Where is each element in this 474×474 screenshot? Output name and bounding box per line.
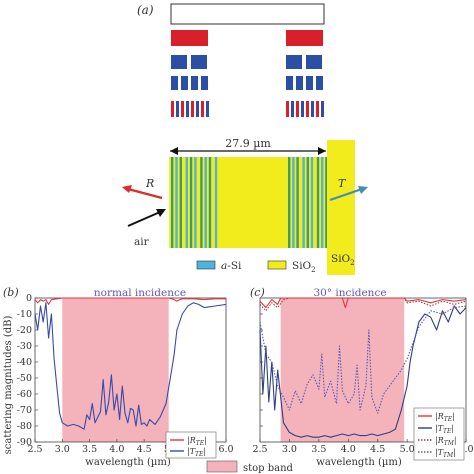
- y-tick-label: -80: [17, 421, 32, 432]
- x-tick-label: 4.5: [137, 444, 152, 455]
- x-tick-label: 6.0: [458, 444, 473, 455]
- substrate-label: SiO2: [331, 253, 355, 267]
- panel-b-xlabel: wavelength (µm): [85, 457, 171, 468]
- y-tick-label: -40: [17, 357, 32, 368]
- panel-c-legend: |RTE| |TTE| |RTM| |TTM|: [413, 407, 465, 461]
- asi-layer: [200, 157, 203, 248]
- asi-layer: [316, 157, 320, 248]
- x-tick-label: 3.0: [282, 444, 297, 455]
- x-tick-label: 3.5: [311, 444, 326, 455]
- panel-c-title: 30° incidence: [313, 287, 386, 299]
- stop-band-label: stop band: [243, 463, 294, 474]
- transmission-label: T: [338, 177, 347, 190]
- x-tick-label: 5.0: [400, 444, 415, 455]
- asi-layer: [175, 157, 178, 248]
- x-tick-label: 4.0: [109, 444, 124, 455]
- sio2-swatch: [267, 260, 287, 270]
- chart-normal-incidence: 2.53.03.54.04.55.05.56.00-10-20-30-40-50…: [17, 293, 234, 455]
- asi-layer: [185, 157, 188, 248]
- stop-band-legend: stop band: [206, 460, 294, 474]
- asi-layer: [292, 157, 295, 248]
- red-block-left: [171, 30, 208, 46]
- asi-layer: [208, 157, 212, 248]
- air-label: air: [134, 236, 150, 248]
- reflection-label: R: [145, 177, 154, 190]
- transmission-arrow: [329, 186, 368, 202]
- series-line-ttm: [259, 305, 467, 414]
- panel-b-ylabel: scattering magnitudes (dB): [3, 316, 14, 455]
- x-tick-label: 3.5: [82, 444, 97, 455]
- legend-c-tte: |TTE|: [435, 424, 454, 435]
- panel-b-title: normal incidence: [94, 287, 186, 299]
- series-line-tte: [34, 302, 227, 430]
- legend-c-ttm: |TTM|: [435, 448, 456, 459]
- legend-b-rte: |RTE|: [187, 436, 207, 447]
- x-tick-label: 4.5: [370, 444, 385, 455]
- asi-layer: [204, 157, 207, 248]
- panel-c-label: (c): [250, 286, 265, 299]
- y-tick-label: -60: [17, 389, 32, 400]
- asi-layer: [288, 157, 291, 248]
- panel-b-legend: |RTE| |TTE|: [165, 431, 217, 459]
- stop-band-region: [280, 298, 405, 442]
- y-tick-label: 0: [26, 293, 32, 304]
- asi-layer: [325, 157, 328, 248]
- sio2-legend-label: SiO2: [292, 260, 316, 274]
- asi-swatch: [196, 260, 216, 270]
- silicon-layers-right: [288, 157, 328, 248]
- blue-blocks-row1: [171, 55, 322, 69]
- stop-band-swatch: [206, 460, 238, 473]
- asi-layer: [296, 157, 299, 248]
- asi-layer: [171, 157, 174, 248]
- structure-stack-diagram: [170, 3, 325, 117]
- asi-legend-label: a-Si: [221, 260, 242, 272]
- y-tick-label: -70: [17, 405, 32, 416]
- dimension-label: 27.9 µm: [225, 137, 271, 150]
- panel-c-xlabel: wavelength (µm): [316, 457, 402, 468]
- asi-layer: [310, 157, 314, 248]
- series-line-rtm: [259, 297, 467, 312]
- incident-arrow: [127, 209, 166, 227]
- x-tick-label: 2.5: [27, 444, 42, 455]
- panel-a-label: (a): [137, 3, 154, 17]
- chart-30deg-incidence: 2.53.03.54.04.55.05.56.0: [252, 297, 474, 455]
- y-tick-label: -10: [17, 309, 32, 320]
- reflection-arrow: [122, 185, 163, 200]
- asi-layer: [302, 157, 305, 248]
- x-tick-label: 2.5: [252, 444, 267, 455]
- material-legend: a-Si SiO2: [196, 260, 316, 274]
- series-line-rte: [259, 297, 467, 309]
- y-tick-label: -20: [17, 325, 32, 336]
- x-tick-label: 3.0: [55, 444, 70, 455]
- asi-layer: [179, 157, 182, 248]
- asi-layer: [306, 157, 309, 248]
- legend-b-tte: |TTE|: [187, 447, 206, 458]
- silicon-layers-left: [171, 157, 218, 248]
- dimension-arrow: [170, 147, 326, 155]
- red-block-right: [286, 30, 323, 46]
- asi-layer: [194, 157, 197, 248]
- blue-blocks-row2: [171, 76, 323, 90]
- asi-layer: [189, 157, 193, 248]
- y-tick-label: -50: [17, 373, 32, 384]
- y-tick-label: -90: [17, 437, 32, 448]
- asi-layer: [321, 157, 324, 248]
- layered-structure: [169, 140, 355, 275]
- stop-band-region: [62, 298, 169, 442]
- unit-cell-outline: [170, 3, 325, 25]
- panel-b-label: (b): [3, 286, 19, 299]
- legend-c-rte: |RTE|: [435, 412, 455, 423]
- x-tick-label: 6.0: [218, 444, 233, 455]
- legend-c-rtm: |RTM|: [435, 436, 457, 447]
- asi-layer: [214, 157, 218, 248]
- series-line-rte: [34, 297, 226, 305]
- sio2-substrate: [327, 140, 355, 275]
- y-tick-label: -30: [17, 341, 32, 352]
- x-tick-label: 4.0: [341, 444, 356, 455]
- striped-blocks-row: [171, 101, 324, 117]
